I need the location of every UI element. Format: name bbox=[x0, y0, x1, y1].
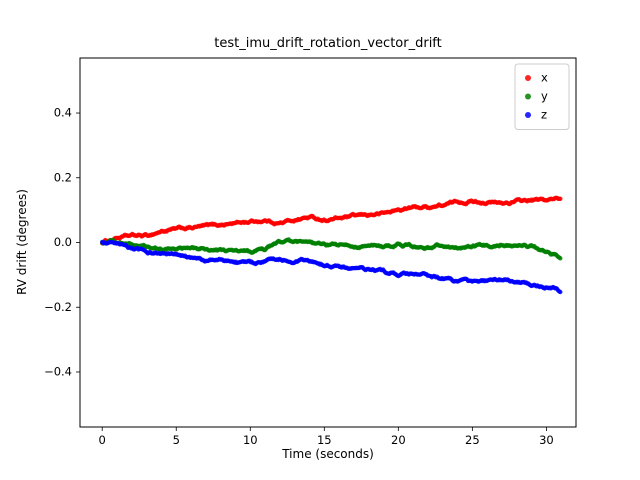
x-axis-label: Time (seconds) bbox=[282, 447, 374, 461]
legend-label-z: z bbox=[541, 108, 547, 122]
legend-label-x: x bbox=[541, 71, 548, 85]
chart-title: test_imu_drift_rotation_vector_drift bbox=[214, 36, 442, 51]
x-axis-tick-label: 15 bbox=[317, 433, 332, 447]
y-axis-tick-label: 0.4 bbox=[54, 106, 72, 120]
legend-label-y: y bbox=[541, 89, 548, 103]
y-axis-tick-label: 0.0 bbox=[54, 235, 72, 249]
y-axis-tick-label: −0.4 bbox=[44, 365, 72, 379]
legend-marker-y bbox=[525, 93, 531, 100]
axes-background bbox=[80, 58, 576, 427]
x-axis-tick-label: 20 bbox=[391, 433, 406, 447]
x-axis-tick-label: 25 bbox=[465, 433, 480, 447]
legend-marker-x bbox=[525, 75, 531, 81]
legend-marker-z bbox=[525, 112, 531, 118]
series-z-points bbox=[100, 239, 563, 295]
y-axis-label: RV drift (degrees) bbox=[15, 189, 29, 295]
y-axis-tick-label: −0.2 bbox=[44, 300, 72, 314]
x-axis-tick-label: 30 bbox=[539, 433, 554, 447]
series-y-points bbox=[100, 237, 563, 261]
x-axis-tick-label: 5 bbox=[173, 433, 180, 447]
y-axis-tick-label: 0.2 bbox=[54, 170, 72, 184]
x-axis-tick-label: 0 bbox=[99, 433, 106, 447]
x-axis-tick-label: 10 bbox=[243, 433, 258, 447]
axes-spines bbox=[79, 57, 577, 428]
